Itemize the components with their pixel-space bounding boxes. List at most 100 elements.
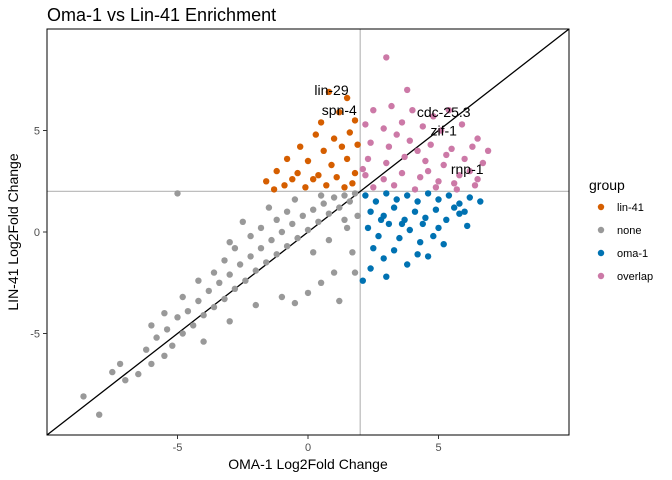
point-none xyxy=(351,269,359,276)
point-none xyxy=(317,192,325,199)
point-none xyxy=(291,196,299,203)
point-none xyxy=(116,360,124,368)
point-lin-41 xyxy=(273,167,280,175)
point-overlap xyxy=(390,182,398,189)
point-oma-1 xyxy=(367,265,374,272)
legend-label-none: none xyxy=(617,225,641,237)
point-overlap xyxy=(417,174,424,181)
point-none xyxy=(252,267,259,274)
point-oma-1 xyxy=(375,232,382,240)
point-none xyxy=(163,326,171,333)
point-none xyxy=(226,318,233,325)
point-none xyxy=(161,352,168,359)
point-overlap xyxy=(383,159,390,167)
point-none xyxy=(325,236,333,244)
point-lin-41 xyxy=(351,169,359,177)
point-none xyxy=(273,251,280,258)
point-none xyxy=(330,269,338,276)
point-none xyxy=(336,297,343,305)
point-oma-1 xyxy=(380,255,387,262)
y-tick-label: -5 xyxy=(30,329,40,341)
point-none xyxy=(205,287,212,295)
point-lin-41 xyxy=(297,143,304,150)
point-none xyxy=(247,253,254,260)
legend-title: group xyxy=(589,177,625,193)
point-overlap xyxy=(385,143,393,150)
point-overlap xyxy=(484,147,492,154)
point-oma-1 xyxy=(430,232,437,240)
point-none xyxy=(80,393,87,400)
point-none xyxy=(351,190,359,197)
point-none xyxy=(257,224,265,232)
legend-label-oma-1: oma-1 xyxy=(617,248,648,260)
point-oma-1 xyxy=(359,277,366,284)
point-oma-1 xyxy=(404,261,411,268)
legend-key-oma-1 xyxy=(597,249,605,257)
point-overlap xyxy=(364,155,372,163)
point-none xyxy=(257,245,265,252)
point-oma-1 xyxy=(385,220,393,228)
point-overlap xyxy=(398,119,406,126)
point-none xyxy=(226,239,233,246)
point-none xyxy=(143,346,150,353)
point-none xyxy=(278,293,286,301)
point-lin-41 xyxy=(317,119,325,126)
point-none xyxy=(294,234,301,242)
point-none xyxy=(346,198,353,205)
point-oma-1 xyxy=(414,198,421,205)
gene-label-lin-29: lin-29 xyxy=(314,82,348,98)
point-none xyxy=(341,192,348,199)
point-none xyxy=(278,228,286,236)
point-oma-1 xyxy=(383,273,390,280)
point-overlap xyxy=(469,143,476,150)
legend-key-overlap xyxy=(597,272,605,280)
point-lin-41 xyxy=(312,131,319,138)
point-oma-1 xyxy=(419,220,426,228)
point-none xyxy=(216,279,223,286)
point-oma-1 xyxy=(372,198,380,205)
chart-title: Oma-1 vs Lin-41 Enrichment xyxy=(47,5,276,25)
point-lin-41 xyxy=(343,94,351,102)
point-oma-1 xyxy=(398,220,406,228)
point-none xyxy=(304,289,312,297)
point-oma-1 xyxy=(432,206,440,213)
point-none xyxy=(336,204,343,211)
x-tick-label: -5 xyxy=(173,442,183,454)
point-overlap xyxy=(456,172,463,179)
x-axis-title: OMA-1 Log2Fold Change xyxy=(228,456,388,472)
point-oma-1 xyxy=(424,253,432,260)
point-lin-41 xyxy=(341,184,348,191)
point-oma-1 xyxy=(466,194,473,201)
point-overlap xyxy=(401,153,408,161)
point-none xyxy=(236,261,244,268)
point-overlap xyxy=(406,137,413,144)
legend: group lin-41 none oma-1 overlap xyxy=(589,177,653,283)
point-oma-1 xyxy=(393,196,400,203)
point-overlap xyxy=(424,167,432,175)
point-none xyxy=(231,285,239,292)
point-overlap xyxy=(453,186,460,193)
point-none xyxy=(195,297,202,305)
point-none xyxy=(231,245,239,252)
point-none xyxy=(239,218,246,225)
point-none xyxy=(273,216,280,223)
point-lin-41 xyxy=(294,169,301,177)
gene-label-rnp-1: rnp-1 xyxy=(451,161,484,177)
point-none xyxy=(341,216,348,223)
point-none xyxy=(265,204,273,211)
point-oma-1 xyxy=(370,245,377,252)
point-none xyxy=(161,310,168,317)
legend-label-overlap: overlap xyxy=(617,271,653,283)
point-overlap xyxy=(443,151,450,159)
point-overlap xyxy=(430,113,437,120)
point-oma-1 xyxy=(414,251,421,258)
point-oma-1 xyxy=(390,204,398,211)
point-overlap xyxy=(383,54,390,61)
point-lin-41 xyxy=(270,186,278,193)
y-tick-label: 5 xyxy=(34,126,40,138)
point-none xyxy=(96,411,103,418)
point-overlap xyxy=(419,123,426,130)
point-oma-1 xyxy=(377,216,385,223)
point-none xyxy=(304,226,312,234)
